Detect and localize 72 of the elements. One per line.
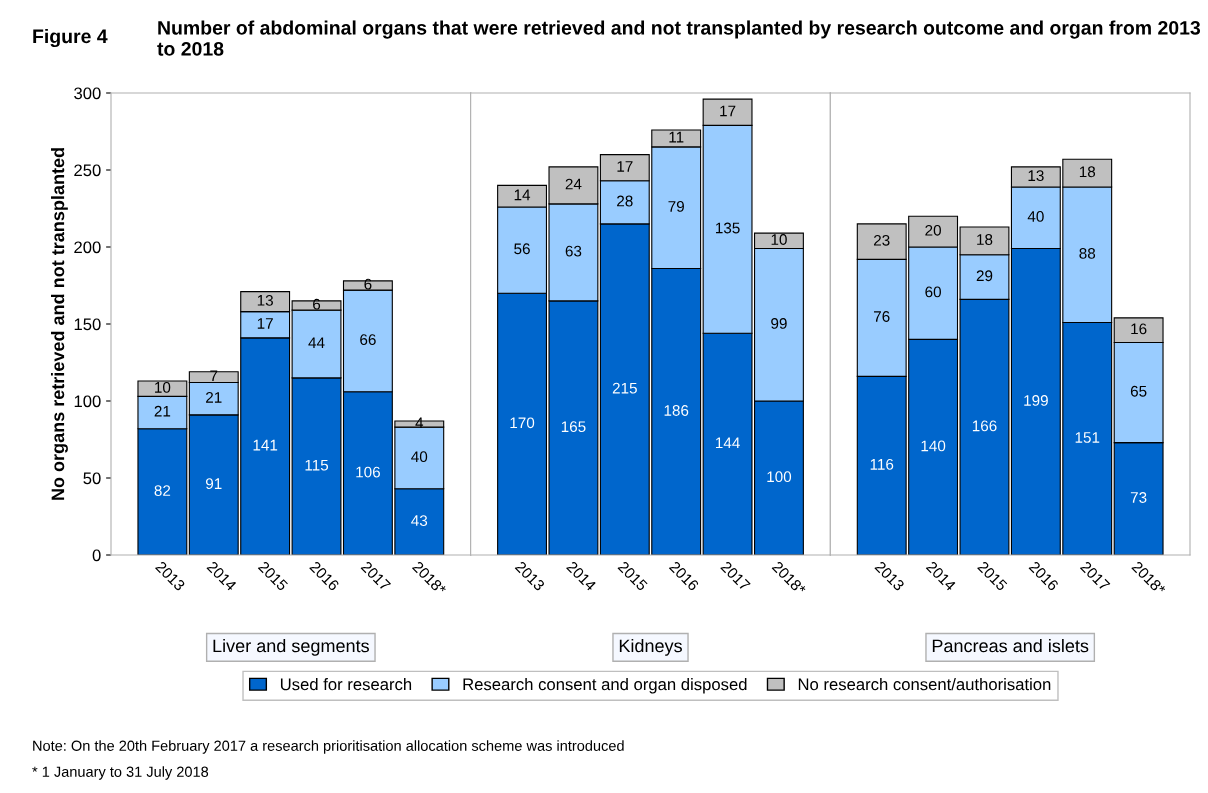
- data-label: 88: [1079, 247, 1096, 259]
- data-label: 16: [1131, 323, 1147, 335]
- data-label: 186: [664, 405, 689, 416]
- data-label: 24: [565, 178, 582, 190]
- data-label: 18: [977, 234, 993, 245]
- data-label: 56: [514, 243, 530, 255]
- data-label: 100: [767, 471, 792, 483]
- data-label: 106: [356, 466, 380, 478]
- data-label: 10: [771, 234, 787, 245]
- data-label: 91: [205, 478, 222, 490]
- data-label: 170: [510, 417, 535, 429]
- text: Note: On the 20th February 2017 a research prioritisation allocation scheme was introduced: [33, 740, 624, 754]
- data-label: 17: [257, 318, 273, 329]
- data-label: 140: [921, 440, 946, 452]
- data-label: 40: [411, 451, 428, 463]
- data-label: 199: [1024, 395, 1048, 406]
- data-label: 17: [720, 105, 736, 117]
- data-label: 21: [154, 405, 171, 417]
- data-label: 151: [1075, 432, 1100, 443]
- y-tick-label: 50: [83, 472, 101, 485]
- data-label: 21: [206, 391, 222, 403]
- data-label: 65: [1130, 385, 1147, 397]
- data-label: 13: [257, 294, 273, 306]
- data-label: 79: [668, 201, 684, 212]
- data-label: 40: [1027, 211, 1044, 222]
- data-label: 60: [925, 286, 941, 298]
- data-label: 43: [411, 515, 428, 526]
- text: * 1 January to 31 July 2018: [32, 766, 209, 780]
- data-label: 18: [1079, 166, 1096, 178]
- y-tick-label: 250: [74, 164, 101, 177]
- x-axis-title: Liver and segments: [213, 638, 369, 656]
- data-label: 17: [617, 161, 633, 172]
- data-label: 28: [617, 195, 633, 207]
- data-label: 7: [210, 370, 218, 382]
- y-tick-label: 100: [74, 395, 101, 408]
- data-label: 141: [253, 439, 278, 451]
- data-label: 4: [415, 417, 424, 429]
- legend-label: Used for research: [280, 678, 412, 691]
- data-label: 166: [972, 420, 997, 432]
- data-label: 144: [715, 437, 740, 449]
- text: Number of abdominal organs that were retrieved and not transplanted by research outcome and organ from 2013 to 2018: [157, 20, 1201, 56]
- y-tick-label: 0: [92, 549, 101, 562]
- data-label: 6: [364, 278, 372, 290]
- y-tick-label: 150: [74, 318, 101, 331]
- y-tick-label: 300: [74, 87, 101, 100]
- x-axis-title: Kidneys: [619, 638, 682, 656]
- data-label: 99: [771, 318, 787, 329]
- data-label: 63: [565, 245, 582, 257]
- data-label: 14: [514, 189, 531, 201]
- data-label: 29: [976, 270, 993, 282]
- data-label: 11: [669, 131, 684, 143]
- data-label: 66: [360, 334, 376, 346]
- data-label: 215: [612, 382, 637, 394]
- data-label: 44: [308, 337, 325, 348]
- caption: Figure 4: [33, 28, 108, 48]
- data-label: 13: [1028, 170, 1044, 182]
- data-label: 10: [155, 381, 171, 393]
- y-tick-label: 200: [74, 241, 101, 254]
- data-label: 73: [1130, 492, 1147, 503]
- data-label: 115: [305, 459, 329, 471]
- y-axis-title: No organs retrieved and not transplanted: [51, 148, 68, 500]
- data-label: 20: [925, 224, 941, 236]
- data-label: 135: [715, 222, 740, 234]
- data-label: 116: [870, 458, 894, 470]
- data-label: 76: [874, 311, 890, 322]
- legend-label: Research consent and organ disposed: [463, 678, 747, 694]
- x-axis-title: Pancreas and islets: [932, 638, 1089, 653]
- data-label: 6: [313, 298, 321, 310]
- legend-label: No research consent/authorisation: [798, 678, 1051, 691]
- data-label: 165: [561, 421, 586, 433]
- data-label: 82: [154, 485, 171, 496]
- data-label: 23: [873, 234, 890, 246]
